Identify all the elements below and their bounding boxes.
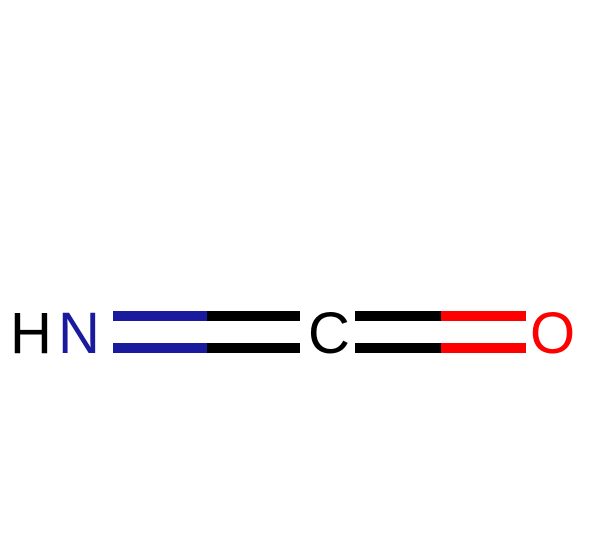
atom-hydrogen: H xyxy=(10,300,52,367)
bond-co-1-right xyxy=(441,311,527,321)
molecule-diagram: H N C O xyxy=(0,0,590,543)
bond-co-2-left xyxy=(355,343,441,353)
bond-nc-2-left xyxy=(113,343,207,353)
atom-oxygen: O xyxy=(530,300,575,367)
bond-nc-1-left xyxy=(113,311,207,321)
atom-carbon: C xyxy=(308,300,350,367)
bond-co-2-right xyxy=(441,343,527,353)
bond-co-1-left xyxy=(355,311,441,321)
bond-nc-2-right xyxy=(207,343,301,353)
atom-nitrogen: N xyxy=(58,300,100,367)
bond-nc-1-right xyxy=(207,311,301,321)
